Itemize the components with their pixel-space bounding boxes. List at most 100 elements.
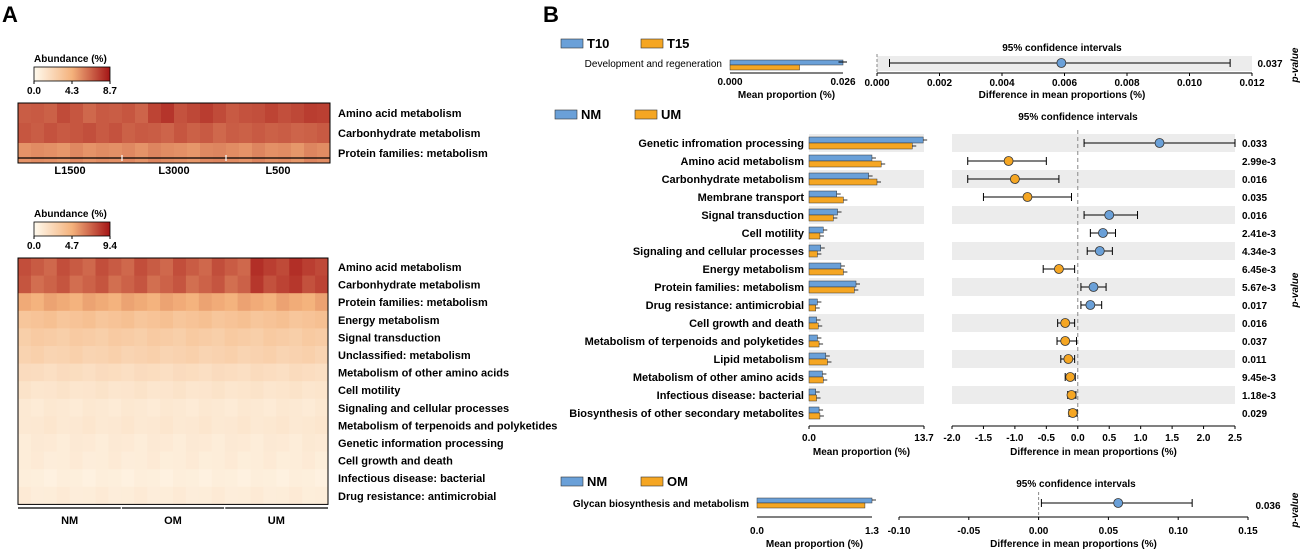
heatmap2-cell: [82, 398, 96, 417]
b3-diff-tick-label: 0.00: [1029, 526, 1049, 537]
heatmap2-cell: [302, 451, 316, 470]
heatmap2-cell: [289, 398, 303, 417]
b2-diff-point: [1054, 264, 1064, 274]
heatmap2-cell: [147, 434, 161, 452]
b3-pvalue-label: p-value: [1290, 492, 1300, 528]
b1-diff-point: [1056, 58, 1067, 68]
heatmap2-cell: [237, 398, 251, 417]
b1-mean-axis-title: Mean proportion (%): [738, 90, 835, 101]
heatmap2-cell: [250, 381, 264, 400]
b1-diff-axis-title: Difference in mean proportions (%): [979, 90, 1146, 101]
heatmap2-cell: [82, 434, 96, 452]
heatmap1-cell: [213, 143, 227, 164]
heatmap2-cell: [315, 275, 329, 294]
heatmap2-cell: [224, 381, 238, 400]
heatmap2-cell: [173, 469, 187, 488]
heatmap2-cell: [108, 328, 122, 347]
heatmap2-cell: [95, 328, 109, 347]
b2-legend-label: NM: [581, 107, 601, 122]
b2-diff-point: [1060, 318, 1071, 328]
heatmap2-cell: [147, 381, 161, 400]
heatmap1-cell: [135, 123, 149, 144]
b2-row-label: Metabolism of terpenoids and polyketides: [585, 336, 804, 348]
heatmap2-cell: [69, 469, 83, 488]
heatmap2-cell: [82, 381, 96, 400]
b2-diff-point: [1067, 408, 1078, 418]
heatmap1-cell: [174, 123, 188, 144]
heatmap1-cell: [44, 103, 58, 124]
heatmap2-cell: [211, 258, 226, 276]
heatmap2-cell: [237, 434, 251, 452]
heatmap2-group-label: OM: [164, 515, 182, 527]
b2-bar-um: [808, 322, 819, 330]
heatmap2-cell: [147, 416, 161, 435]
b2-diff-point: [1060, 336, 1071, 346]
heatmap1-cell: [122, 143, 136, 164]
heatmap2-cell: [30, 363, 45, 382]
b3-diff-tick-label: 0.15: [1238, 526, 1258, 537]
b2-bar-nm: [808, 190, 837, 198]
heatmap2-cell: [185, 293, 200, 312]
b2-bar-um: [808, 394, 817, 402]
b1-diff-tick-label: 0.002: [927, 78, 952, 89]
heatmap2-cell: [237, 486, 251, 505]
heatmap2-cell: [30, 434, 45, 452]
heatmap2-cell: [147, 328, 161, 347]
b3-label: Glycan biosynthesis and metabolism: [573, 499, 749, 510]
heatmap1-cell: [161, 103, 175, 124]
heatmap2-cell: [315, 451, 329, 470]
heatmap1-cell: [239, 123, 253, 144]
heatmap2-cell: [108, 469, 122, 488]
b2-diff-tick-label: 2.0: [1197, 433, 1211, 444]
heatmap1-cell: [291, 103, 305, 124]
b1-legend-label: T15: [667, 36, 689, 51]
heatmap2-cell: [211, 310, 226, 329]
b1-diff-tick-label: 0.004: [989, 78, 1014, 89]
heatmap2-cell: [315, 486, 329, 505]
heatmap2-cell: [82, 328, 96, 347]
heatmap2-cell: [30, 346, 45, 364]
heatmap2-cell: [289, 469, 303, 488]
heatmap2-cell: [108, 416, 122, 435]
heatmap2-cell: [43, 451, 58, 470]
heatmap2-cell: [69, 310, 83, 329]
heatmap2-cell: [211, 328, 226, 347]
heatmap2-cell: [263, 346, 277, 364]
heatmap2-legend-tick-label: 4.7: [65, 241, 79, 252]
heatmap2-cell: [276, 310, 290, 329]
heatmap2-cell: [302, 328, 316, 347]
heatmap2-cell: [224, 346, 238, 364]
heatmap2-cell: [198, 381, 213, 400]
heatmap2-cell: [250, 398, 264, 417]
heatmap2-cell: [56, 398, 71, 417]
heatmap2-cell: [211, 363, 226, 382]
b2-diff-point: [1088, 282, 1099, 292]
b2-pvalue: 0.037: [1242, 337, 1267, 348]
b2-bar-nm: [808, 280, 857, 288]
heatmap2-cell: [134, 398, 148, 417]
heatmap2-cell: [263, 275, 277, 294]
b2-pvalue: 6.45e-3: [1242, 265, 1276, 276]
heatmap2-cell: [121, 486, 135, 505]
heatmap2-cell: [30, 486, 45, 505]
b2-pvalue: 4.34e-3: [1242, 247, 1276, 258]
heatmap2-cell: [18, 434, 32, 452]
b1-diff-tick-label: 0.010: [1177, 78, 1202, 89]
heatmap2-cell: [56, 416, 71, 435]
b2-pvalue: 0.016: [1242, 319, 1267, 330]
b2-diff-point: [1104, 210, 1115, 220]
heatmap1-cell: [226, 103, 240, 124]
heatmap2-cell: [56, 434, 71, 452]
heatmap1-cell: [31, 143, 45, 164]
heatmap2-cell: [250, 310, 264, 329]
heatmap2-cell: [43, 469, 58, 488]
heatmap2-cell: [95, 469, 109, 488]
heatmap2-cell: [18, 275, 32, 294]
heatmap2-cell: [108, 258, 122, 276]
heatmap1-cell: [148, 103, 162, 124]
heatmap2-cell: [95, 398, 109, 417]
b1-label: Development and regeneration: [585, 59, 722, 70]
b2-diff-point: [1098, 228, 1108, 238]
heatmap2-cell: [147, 363, 161, 382]
b2-bar-nm: [808, 136, 924, 144]
